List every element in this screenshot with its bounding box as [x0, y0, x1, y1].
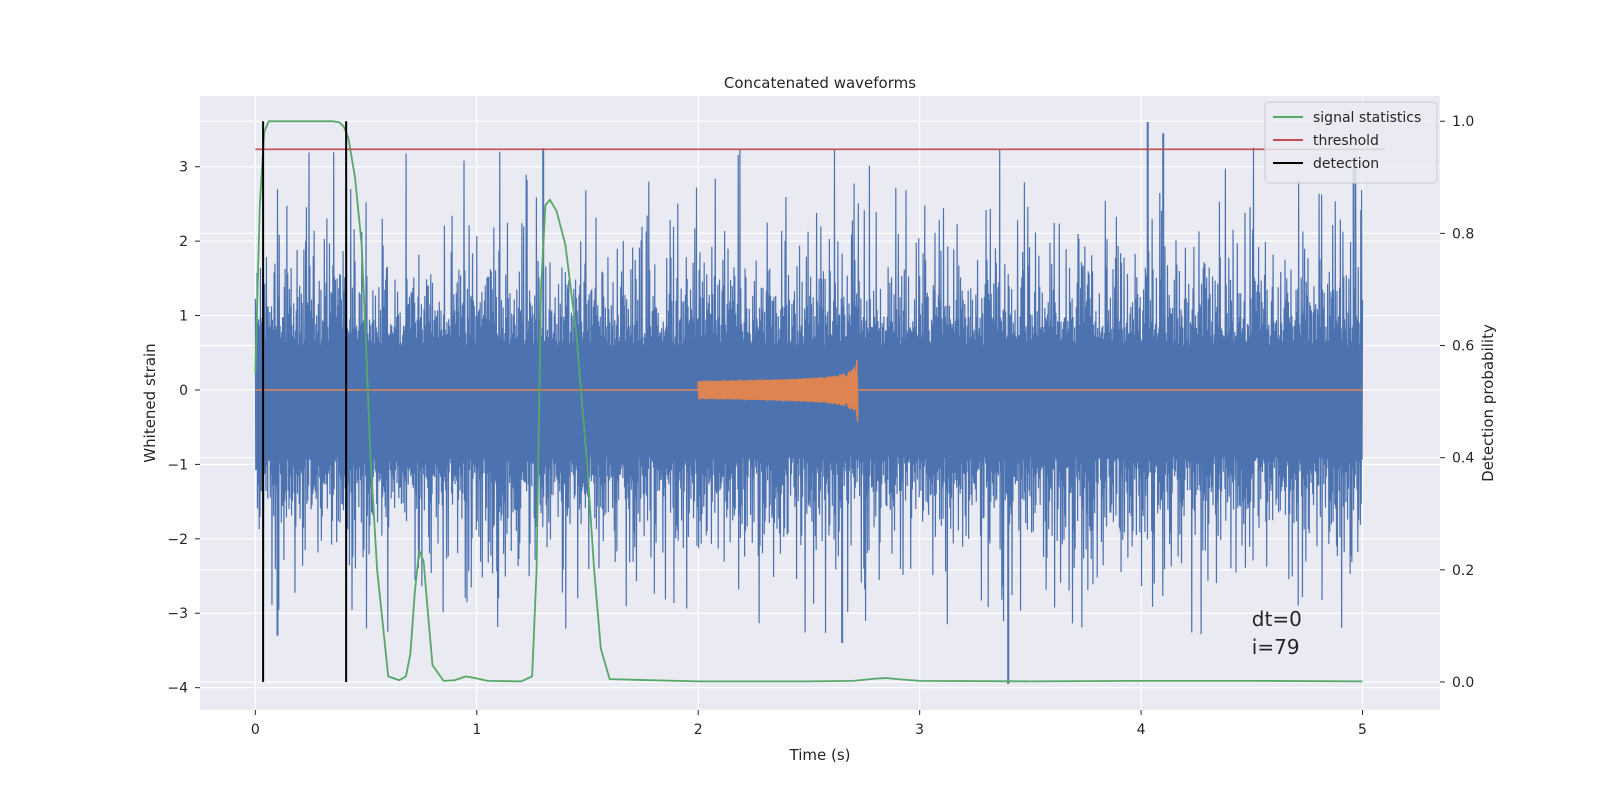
y-axis-label-left: Whitened strain — [141, 343, 159, 462]
legend-label: threshold — [1313, 133, 1379, 149]
x-tick-label: 5 — [1358, 722, 1367, 738]
legend: signal statistics threshold detection — [1264, 101, 1438, 184]
y-left-tick-label: 2 — [179, 234, 188, 250]
y-right-tick-label: 0.4 — [1452, 451, 1474, 467]
annotation-text: i=79 — [1252, 635, 1300, 659]
chirp-line — [255, 359, 1363, 422]
signal-statistics-line — [254, 120, 1363, 683]
x-tick-label: 3 — [915, 722, 924, 738]
legend-box — [1264, 101, 1438, 184]
y-left-tick-label: −4 — [167, 681, 188, 697]
chart-title: Concatenated waveforms — [724, 74, 916, 92]
y-right-tick-label: 0.6 — [1452, 339, 1474, 355]
x-tick-label: 4 — [1137, 722, 1146, 738]
y-left-tick-label: 3 — [179, 160, 188, 176]
annotation-text: dt=0 — [1252, 607, 1302, 631]
plot-content — [254, 120, 1385, 684]
x-tick-label: 1 — [472, 722, 481, 738]
y-left-tick-label: 0 — [179, 383, 188, 399]
y-right-tick-label: 0.2 — [1452, 563, 1474, 579]
legend-label: signal statistics — [1313, 110, 1421, 126]
y-left-tick-label: −3 — [167, 606, 188, 622]
y-right-tick-label: 0.0 — [1452, 675, 1474, 691]
y-left-tick-label: −1 — [167, 457, 188, 473]
y-left-tick-label: −2 — [167, 532, 188, 548]
y-right-tick-label: 1.0 — [1452, 114, 1474, 130]
legend-label: detection — [1313, 156, 1379, 172]
annotations: dt=0 i=79 — [1252, 607, 1302, 659]
x-axis-label: Time (s) — [789, 746, 851, 764]
x-tick-label: 0 — [251, 722, 260, 738]
axes: 0 1 2 3 4 5 −4 −3 −2 −1 0 1 2 3 0.0 0.2 0.4 0.6 0.8 1.0 — [167, 114, 1474, 738]
y-axis-label-right: Detection probability — [1479, 324, 1497, 482]
y-right-tick-label: 0.8 — [1452, 226, 1474, 242]
y-left-tick-label: 1 — [179, 309, 188, 325]
x-tick-label: 2 — [694, 722, 703, 738]
